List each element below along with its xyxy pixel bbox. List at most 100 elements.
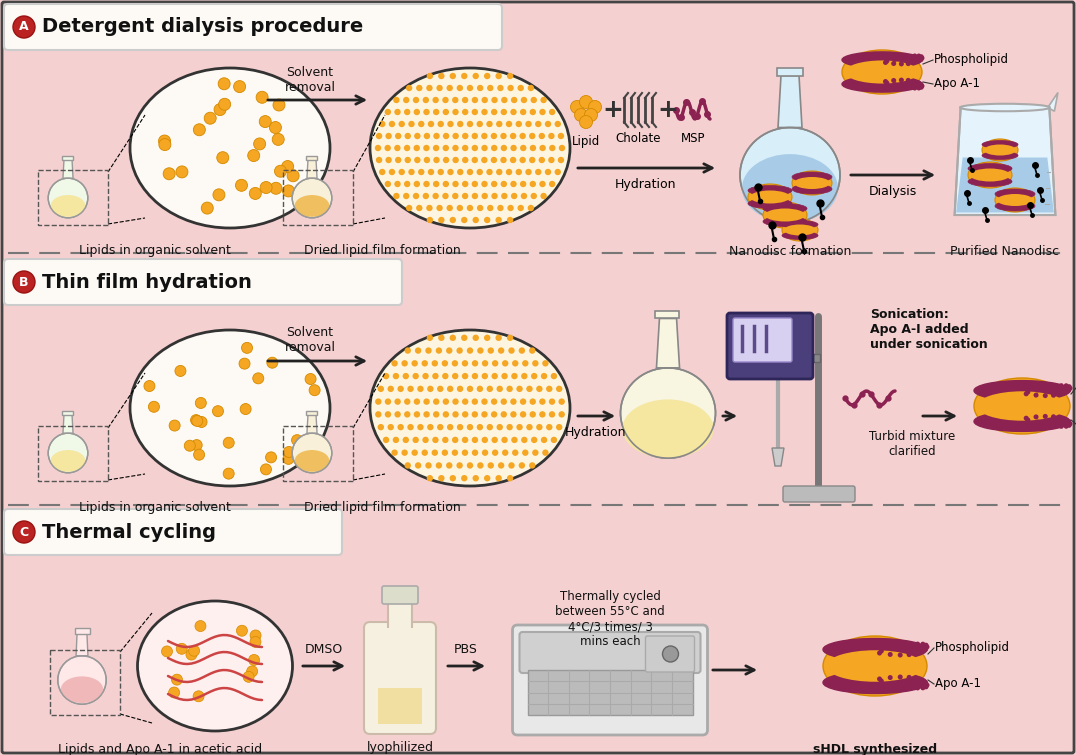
Circle shape: [192, 439, 202, 451]
Circle shape: [282, 161, 294, 173]
Circle shape: [159, 139, 171, 150]
Circle shape: [462, 109, 468, 116]
Circle shape: [384, 109, 391, 116]
Circle shape: [423, 180, 429, 187]
Circle shape: [508, 85, 513, 91]
Ellipse shape: [622, 399, 713, 458]
Circle shape: [385, 157, 392, 163]
Circle shape: [441, 360, 448, 366]
FancyBboxPatch shape: [512, 625, 708, 735]
Circle shape: [412, 436, 419, 443]
Circle shape: [900, 683, 904, 688]
Ellipse shape: [293, 433, 331, 473]
Circle shape: [521, 193, 527, 199]
Circle shape: [447, 462, 452, 469]
Circle shape: [195, 621, 206, 632]
Circle shape: [393, 193, 399, 199]
Circle shape: [891, 78, 896, 83]
Circle shape: [472, 449, 478, 456]
Circle shape: [467, 85, 473, 91]
Polygon shape: [954, 107, 1056, 215]
Text: sHDL synthesized: sHDL synthesized: [813, 743, 937, 755]
Circle shape: [442, 180, 449, 187]
Polygon shape: [63, 415, 73, 433]
Circle shape: [580, 95, 593, 109]
Circle shape: [250, 187, 261, 199]
Circle shape: [212, 405, 224, 417]
Circle shape: [309, 385, 321, 396]
Ellipse shape: [48, 178, 88, 217]
Bar: [378, 688, 422, 724]
Circle shape: [920, 642, 925, 647]
Circle shape: [481, 399, 487, 405]
Circle shape: [442, 411, 449, 418]
Circle shape: [402, 373, 409, 379]
Ellipse shape: [969, 168, 1010, 181]
Circle shape: [247, 149, 259, 162]
Circle shape: [405, 133, 411, 139]
Circle shape: [1059, 384, 1064, 388]
Circle shape: [521, 373, 527, 379]
Bar: [38, 426, 108, 481]
Circle shape: [408, 386, 414, 392]
Bar: [38, 170, 108, 225]
Circle shape: [1034, 393, 1038, 398]
Circle shape: [522, 449, 528, 456]
Circle shape: [413, 193, 420, 199]
Circle shape: [526, 386, 533, 392]
Circle shape: [487, 85, 494, 91]
Circle shape: [428, 169, 435, 175]
Circle shape: [496, 386, 502, 392]
Circle shape: [529, 399, 536, 405]
Circle shape: [456, 205, 463, 211]
Circle shape: [452, 109, 458, 116]
Circle shape: [915, 686, 920, 690]
Circle shape: [911, 60, 917, 65]
Circle shape: [539, 411, 546, 418]
Circle shape: [492, 373, 498, 379]
Circle shape: [1044, 386, 1049, 390]
Circle shape: [462, 399, 468, 405]
Ellipse shape: [982, 152, 1018, 159]
Circle shape: [923, 646, 929, 652]
Text: Phospholipid: Phospholipid: [934, 54, 1009, 66]
Circle shape: [426, 205, 433, 211]
Circle shape: [397, 424, 404, 430]
Polygon shape: [76, 633, 88, 656]
Circle shape: [467, 424, 473, 430]
Circle shape: [417, 386, 424, 392]
Circle shape: [520, 109, 526, 116]
Circle shape: [190, 414, 201, 426]
Circle shape: [549, 180, 555, 187]
Circle shape: [1052, 423, 1058, 428]
Circle shape: [530, 373, 537, 379]
Circle shape: [883, 79, 888, 84]
Circle shape: [906, 78, 910, 83]
Circle shape: [462, 360, 468, 366]
Text: Solvent
removal: Solvent removal: [284, 326, 336, 354]
Ellipse shape: [51, 195, 85, 217]
Circle shape: [491, 157, 497, 163]
Circle shape: [495, 475, 501, 482]
Circle shape: [471, 133, 478, 139]
Ellipse shape: [130, 68, 330, 228]
Circle shape: [486, 169, 493, 175]
Circle shape: [477, 121, 483, 127]
Circle shape: [437, 85, 442, 91]
Circle shape: [431, 360, 438, 366]
Text: Lipids and Apo A-1 in acetic acid: Lipids and Apo A-1 in acetic acid: [58, 743, 263, 755]
Ellipse shape: [792, 172, 832, 182]
Circle shape: [1023, 416, 1029, 421]
Circle shape: [520, 180, 526, 187]
Circle shape: [398, 121, 405, 127]
Circle shape: [508, 205, 513, 211]
Circle shape: [387, 424, 394, 430]
Circle shape: [471, 145, 478, 151]
Circle shape: [260, 464, 271, 475]
Text: Thermal cycling: Thermal cycling: [42, 522, 216, 541]
Circle shape: [437, 424, 443, 430]
Ellipse shape: [782, 232, 818, 239]
Circle shape: [477, 347, 483, 354]
Circle shape: [404, 97, 409, 103]
Circle shape: [196, 417, 207, 427]
